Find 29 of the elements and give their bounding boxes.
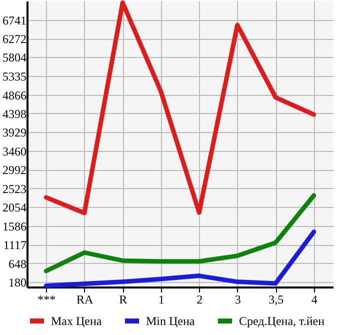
y-tick-label: 4866 <box>2 88 26 102</box>
y-tick-label: 3460 <box>2 144 26 158</box>
line-series <box>44 230 316 288</box>
legend-label: Min Цена <box>146 314 196 328</box>
legend-label: Max Цена <box>51 314 102 328</box>
x-tick-label: RA <box>76 292 94 306</box>
x-tick-label: 4 <box>311 292 318 306</box>
x-tick-label: 1 <box>158 292 164 306</box>
y-tick-label: 1586 <box>2 219 26 234</box>
y-tick-label: 2523 <box>2 182 26 196</box>
y-tick-label: 4398 <box>2 106 26 121</box>
y-tick-label: 2054 <box>2 200 26 215</box>
y-tick-label: 5335 <box>2 70 26 84</box>
x-tick-label: R <box>119 292 128 306</box>
y-tick-label: 180 <box>8 276 26 290</box>
y-tick-label: 6741 <box>2 13 26 28</box>
y-tick-label: 5804 <box>2 50 26 65</box>
y-tick-label: 3929 <box>2 126 26 140</box>
x-tick-label: 2 <box>196 292 203 306</box>
line-series <box>44 193 316 274</box>
y-tick-label: 2992 <box>2 163 26 178</box>
line-series <box>44 0 316 216</box>
y-tick-label: 1117 <box>3 238 26 252</box>
x-tick-label: 3 <box>234 292 241 306</box>
x-tick-label: *** <box>38 292 56 306</box>
y-tick-label: 6272 <box>2 32 26 46</box>
legend-label: Сред.Цена, т.йен <box>239 314 326 328</box>
x-tick-label: 3,5 <box>268 292 284 306</box>
y-tick-label: 648 <box>8 256 26 271</box>
